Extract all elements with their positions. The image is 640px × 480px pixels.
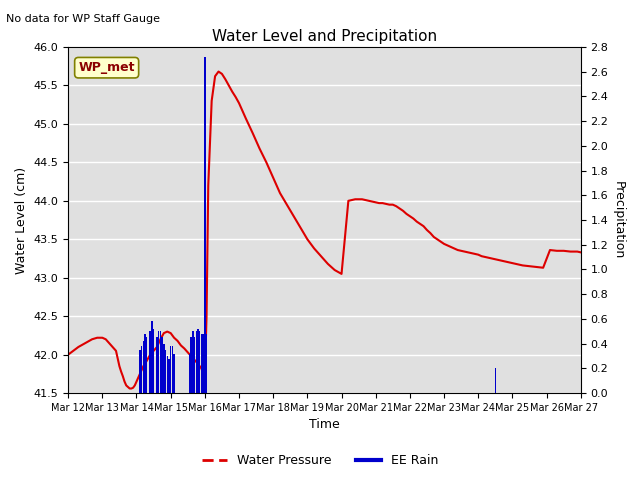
- Bar: [160, 331, 161, 393]
- Bar: [196, 331, 197, 393]
- Bar: [161, 337, 163, 393]
- Text: WP_met: WP_met: [79, 61, 135, 74]
- Bar: [165, 350, 166, 393]
- Bar: [158, 331, 159, 393]
- Bar: [166, 356, 168, 393]
- Water Pressure: [344, 198, 352, 204]
- Water Pressure: [69, 348, 77, 354]
- Water Pressure: [136, 371, 144, 377]
- Bar: [143, 341, 144, 393]
- Legend: Water Pressure, EE Rain: Water Pressure, EE Rain: [195, 448, 445, 474]
- Bar: [192, 331, 193, 393]
- Bar: [202, 334, 204, 393]
- Water Pressure: [577, 250, 584, 255]
- Bar: [141, 346, 142, 393]
- Water Pressure: [180, 346, 188, 351]
- Bar: [151, 322, 152, 393]
- X-axis label: Time: Time: [309, 419, 340, 432]
- Bar: [173, 354, 175, 393]
- Bar: [145, 334, 146, 393]
- Bar: [197, 329, 198, 393]
- Bar: [150, 331, 151, 393]
- Bar: [168, 359, 170, 393]
- Water Pressure: [235, 100, 243, 106]
- Title: Water Level and Precipitation: Water Level and Precipitation: [212, 29, 437, 44]
- Bar: [189, 354, 190, 393]
- Bar: [156, 337, 157, 393]
- Bar: [146, 337, 147, 393]
- Bar: [153, 329, 154, 393]
- Line: Water Pressure: Water Pressure: [68, 72, 580, 388]
- Bar: [191, 337, 192, 393]
- Bar: [194, 337, 195, 393]
- Bar: [170, 346, 172, 393]
- Y-axis label: Precipitation: Precipitation: [612, 181, 625, 259]
- Bar: [163, 344, 164, 393]
- Water Pressure: [64, 352, 72, 358]
- Bar: [201, 334, 202, 393]
- Water Pressure: [214, 69, 222, 74]
- Y-axis label: Water Level (cm): Water Level (cm): [15, 167, 28, 274]
- Water Pressure: [126, 385, 134, 391]
- Water Pressure: [106, 340, 113, 346]
- Bar: [199, 331, 200, 393]
- Bar: [204, 57, 205, 393]
- Bar: [495, 368, 496, 393]
- Bar: [140, 350, 141, 393]
- Text: No data for WP Staff Gauge: No data for WP Staff Gauge: [6, 14, 161, 24]
- Bar: [206, 334, 207, 393]
- Bar: [172, 346, 173, 393]
